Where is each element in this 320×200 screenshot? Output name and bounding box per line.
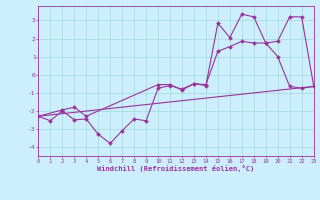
X-axis label: Windchill (Refroidissement éolien,°C): Windchill (Refroidissement éolien,°C) [97, 165, 255, 172]
